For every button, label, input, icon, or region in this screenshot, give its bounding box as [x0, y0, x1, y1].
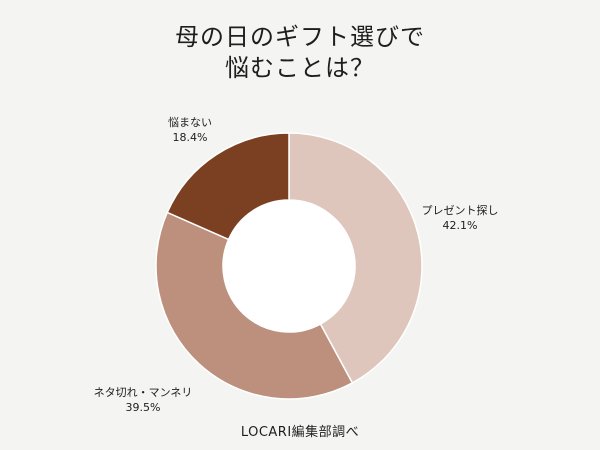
slice-label-present: プレゼント探し 42.1% [405, 203, 515, 233]
slice-neta [155, 211, 354, 400]
source-credit: LOCARI編集部調べ [240, 425, 360, 440]
slice-value-label: 18.4% [172, 131, 208, 144]
donut-hole [223, 200, 355, 332]
slice-label-neta: ネタ切れ・マンネリ 39.5% [78, 385, 208, 415]
chart-title: 母の日のギフト選びで 悩むことは？ [0, 22, 600, 84]
slice-value-label: 42.1% [442, 219, 478, 232]
slice-category-label: ネタ切れ・マンネリ [93, 386, 193, 399]
slice-label-nayamanai: 悩まない 18.4% [150, 115, 230, 145]
slice-category-label: プレゼント探し [421, 204, 499, 217]
slice-value-label: 39.5% [125, 401, 161, 414]
chart-title-line-1: 母の日のギフト選びで [175, 23, 425, 51]
slice-category-label: 悩まない [168, 116, 212, 129]
chart-title-line-2: 悩むことは？ [225, 54, 375, 82]
